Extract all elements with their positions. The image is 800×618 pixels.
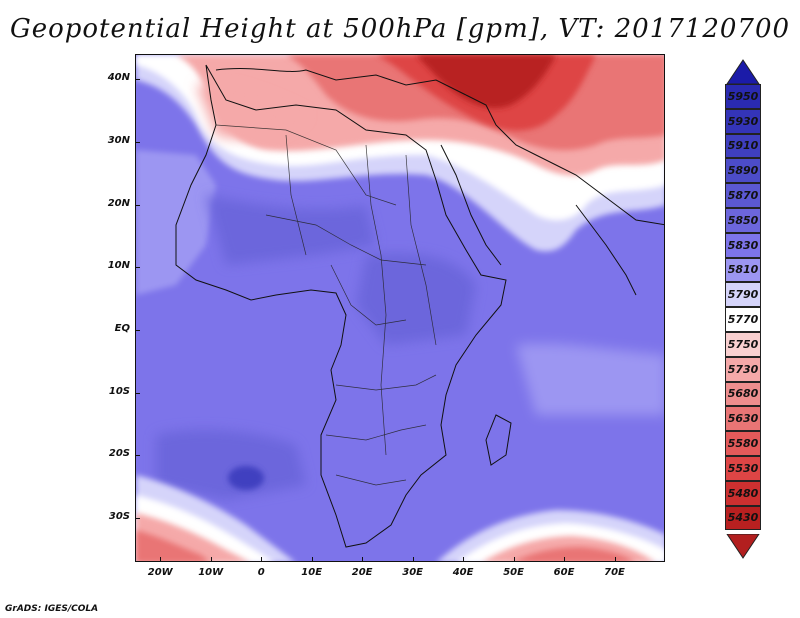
lon-tick (362, 557, 364, 562)
contour-5630-south-east (514, 547, 634, 561)
colorbar-level: 5630 (725, 406, 761, 432)
border-9 (285, 134, 307, 256)
colorbar-level: 5910 (725, 133, 761, 159)
lat-label: 30N (107, 134, 130, 146)
lat-label: 10S (108, 385, 130, 397)
colorbar-level: 5830 (725, 232, 761, 258)
border-1 (215, 124, 397, 206)
lon-tick (513, 557, 515, 562)
contour-5430-trough-core (416, 55, 556, 109)
border-6 (335, 474, 407, 486)
africa-coastline (175, 64, 507, 548)
border-2 (265, 214, 427, 266)
colorbar-level: 5810 (725, 257, 761, 283)
lon-label: 60E (553, 567, 575, 578)
map-plot-area (135, 54, 665, 562)
lat-tick (135, 455, 140, 457)
colorbar-level: 5790 (725, 282, 761, 308)
colorbar-bottom-arrow (726, 534, 760, 559)
colorbar-level: 5730 (725, 356, 761, 382)
border-7 (365, 144, 387, 456)
lon-label: 30E (402, 567, 423, 578)
lon-label: 50E (503, 567, 524, 578)
lon-label: 10W (198, 567, 224, 578)
country-borders (215, 124, 437, 486)
colorbar-level: 5850 (725, 208, 761, 233)
colorbar-level: 5930 (725, 108, 761, 134)
border-5 (325, 424, 427, 441)
red-sea-coast (440, 144, 502, 266)
colorbar: 5950 5930 5910 5890 5870 5850 5830 5810 5790 5770… (725, 59, 761, 560)
colorbar-level: 5890 (725, 158, 761, 184)
lat-tick (135, 204, 140, 206)
map-canvas (136, 55, 664, 561)
lon-tick (261, 557, 263, 562)
colorbar-level: 5870 (725, 183, 761, 208)
colorbar-level: 5750 (725, 332, 761, 357)
border-3 (330, 264, 407, 326)
lon-label: 0 (257, 567, 265, 578)
lon-label: 20W (147, 567, 173, 578)
lat-label: 30S (108, 511, 130, 523)
lon-tick (614, 557, 616, 562)
map-title: Geopotential Height at 500hPa [gpm], VT:… (9, 14, 791, 44)
india-coast (575, 204, 637, 296)
lat-tick (135, 518, 140, 520)
lat-label: 10N (107, 260, 130, 272)
contour-5850-sahel (206, 195, 376, 265)
colorbar-level: 5480 (725, 480, 761, 506)
footer-credit: GrADS: IGES/COLA (5, 604, 99, 614)
contour-5630-south-west (136, 530, 209, 561)
border-4 (335, 374, 437, 391)
lat-tick (135, 392, 140, 394)
colorbar-top-triangle (726, 59, 760, 84)
colorbar-level: 5530 (725, 456, 761, 481)
lat-label: 40N (107, 72, 130, 84)
lon-tick (564, 557, 566, 562)
contour-5810-atlantic (136, 150, 216, 295)
border-8 (405, 154, 437, 346)
arabia-asia-coast (465, 94, 664, 226)
colorbar-level: 5770 (725, 307, 761, 332)
mediterranean-coast (215, 68, 467, 96)
lat-label: 20S (108, 448, 130, 460)
lon-tick (463, 557, 465, 562)
lon-label: 40E (452, 567, 474, 578)
lon-tick (412, 557, 414, 562)
contour-5850-south-atlantic (156, 429, 306, 500)
lat-tick (135, 141, 140, 143)
colorbar-top-arrow (726, 59, 760, 84)
colorbar-level: 5430 (725, 505, 761, 531)
lat-label: 20N (107, 197, 130, 209)
lat-tick (135, 267, 140, 269)
lon-tick (160, 557, 162, 562)
coastlines (175, 64, 664, 548)
lon-label: 20E (351, 567, 373, 578)
lat-tick (135, 79, 140, 81)
colorbar-level: 5580 (725, 431, 761, 456)
lon-tick (311, 557, 313, 562)
lon-tick (210, 557, 212, 562)
contour-5910-high (228, 466, 264, 490)
madagascar-coastline (485, 414, 512, 466)
contour-5850-central-africa (356, 253, 476, 345)
lon-label: 70E (604, 567, 625, 578)
colorbar-level: 5950 (725, 84, 761, 109)
lon-label: 10E (301, 567, 323, 578)
colorbar-bottom-triangle (726, 534, 760, 559)
lat-tick (135, 329, 140, 331)
colorbar-level: 5680 (725, 381, 761, 407)
contour-5810-indian-ocean (516, 343, 664, 415)
lat-label: EQ (114, 322, 130, 334)
